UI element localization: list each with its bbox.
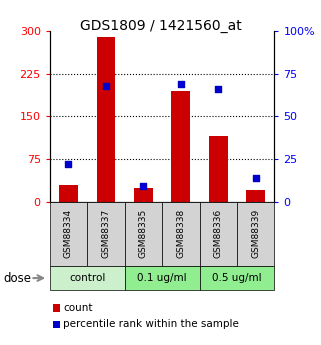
Text: GSM88337: GSM88337 — [101, 209, 110, 258]
Point — [253, 175, 258, 181]
Text: GDS1809 / 1421560_at: GDS1809 / 1421560_at — [80, 19, 241, 33]
Bar — [209, 136, 228, 202]
Text: 0.5 ug/ml: 0.5 ug/ml — [212, 273, 262, 283]
Point — [66, 161, 71, 167]
Bar — [59, 185, 78, 202]
Text: control: control — [69, 273, 105, 283]
Point — [103, 83, 108, 88]
Text: GSM88336: GSM88336 — [214, 209, 223, 258]
Bar — [247, 190, 265, 202]
Point — [178, 81, 183, 87]
Bar — [134, 188, 153, 202]
Bar — [171, 91, 190, 202]
Text: GSM88339: GSM88339 — [251, 209, 260, 258]
Text: GSM88334: GSM88334 — [64, 209, 73, 258]
Text: GSM88335: GSM88335 — [139, 209, 148, 258]
Text: count: count — [63, 303, 93, 313]
Point — [141, 184, 146, 189]
Text: GSM88338: GSM88338 — [176, 209, 185, 258]
Bar — [97, 37, 115, 202]
Text: percentile rank within the sample: percentile rank within the sample — [63, 319, 239, 329]
Text: dose: dose — [3, 272, 31, 285]
Point — [216, 86, 221, 92]
Text: 0.1 ug/ml: 0.1 ug/ml — [137, 273, 187, 283]
